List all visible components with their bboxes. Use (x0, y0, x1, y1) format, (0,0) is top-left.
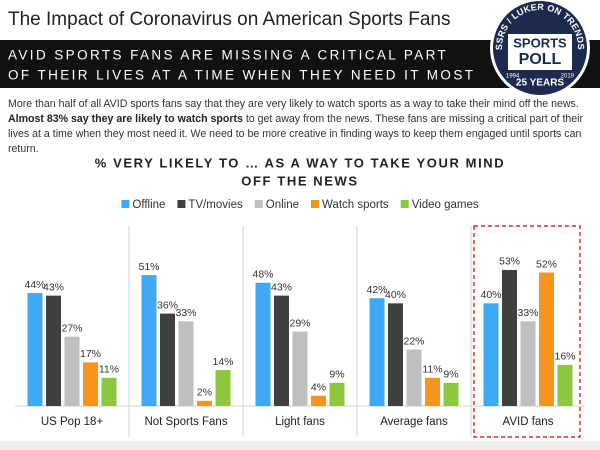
value-label: 53% (499, 256, 520, 268)
bar (502, 269, 517, 406)
value-label: 43% (271, 281, 292, 293)
value-label: 14% (212, 356, 233, 368)
bar (388, 303, 403, 406)
logo-top: SPORTS (513, 35, 567, 50)
bar (369, 298, 385, 406)
value-label: 52% (536, 258, 557, 270)
value-label: 51% (138, 261, 159, 273)
bar (64, 336, 80, 406)
logo-bottom: POLL (519, 51, 562, 68)
value-label: 40% (385, 289, 406, 301)
value-label: 36% (157, 299, 178, 311)
legend-swatch (311, 200, 319, 208)
value-label: 48% (252, 269, 273, 281)
bar (292, 331, 308, 406)
logo-years: 25 YEARS (516, 78, 565, 89)
value-label: 17% (80, 348, 101, 360)
bar (443, 382, 459, 406)
bar (311, 395, 326, 406)
x-tick-label: Not Sports Fans (144, 416, 227, 428)
bar (215, 370, 231, 406)
bar (539, 272, 554, 406)
value-label: 4% (311, 382, 326, 394)
bar (83, 362, 98, 406)
logo-end: 2019 (561, 74, 575, 80)
value-label: 11% (422, 364, 442, 376)
value-label: 11% (99, 364, 119, 376)
chart-title: OFF THE NEWS (241, 173, 358, 188)
x-tick-label: US Pop 18+ (41, 416, 104, 428)
bar (425, 377, 440, 406)
logo-start: 1994 (506, 74, 520, 80)
x-tick-label: Average fans (380, 416, 448, 428)
value-label: 16% (554, 351, 575, 363)
value-label: 29% (289, 317, 310, 329)
banner-line: AVID SPORTS FANS ARE MISSING A CRITICAL … (8, 48, 448, 63)
bar (46, 295, 61, 406)
bar (520, 321, 536, 406)
highlight-box (473, 225, 581, 438)
logo: SSRS / LUKER ON TRENDS SPORTS POLL 1994 … (490, 0, 590, 98)
footer-strip (0, 441, 600, 450)
legend-swatch (400, 200, 409, 208)
x-tick-label: Light fans (275, 416, 325, 428)
bar (141, 275, 157, 406)
bar (255, 282, 271, 406)
value-label: 22% (403, 335, 424, 347)
bar (27, 293, 43, 406)
bar (101, 377, 117, 406)
value-label: 2% (197, 387, 212, 399)
page-title: The Impact of Coronavirus on American Sp… (8, 9, 450, 30)
legend-swatch (177, 200, 186, 208)
intro-text: to get away from the news. These fans ar… (8, 113, 584, 155)
value-label: 9% (443, 369, 458, 381)
value-label: 27% (61, 322, 82, 334)
legend-label: Offline (132, 199, 165, 211)
legend-label: Watch sports (322, 199, 389, 211)
value-label: 44% (24, 279, 45, 291)
intro-bold: Almost 83% say they are likely to watch … (8, 113, 243, 125)
bar (406, 349, 422, 406)
logo-box (508, 34, 572, 70)
x-tick-label: AVID fans (503, 416, 554, 428)
bar (483, 303, 499, 406)
value-label: 9% (329, 369, 344, 381)
bar (160, 313, 175, 406)
value-label: 33% (175, 307, 196, 319)
legend-label: Video games (412, 199, 479, 211)
value-label: 43% (43, 281, 64, 293)
bar (557, 364, 573, 406)
banner-line: OF THEIR LIVES AT A TIME WHEN THEY NEED … (8, 68, 475, 83)
legend-label: Online (266, 199, 299, 211)
value-label: 33% (517, 307, 538, 319)
bar (197, 400, 212, 406)
chart-title: % VERY LIKELY TO … AS A WAY TO TAKE YOUR… (95, 155, 506, 170)
bar (178, 321, 194, 406)
value-label: 40% (480, 289, 501, 301)
intro-text: More than half of all AVID sports fans s… (8, 98, 579, 110)
bar (329, 382, 345, 406)
intro: More than half of all AVID sports fans s… (8, 97, 596, 157)
bar (274, 295, 289, 406)
legend-swatch (254, 200, 263, 208)
legend-swatch (121, 200, 130, 208)
value-label: 42% (366, 284, 387, 296)
legend-label: TV/movies (188, 199, 243, 211)
